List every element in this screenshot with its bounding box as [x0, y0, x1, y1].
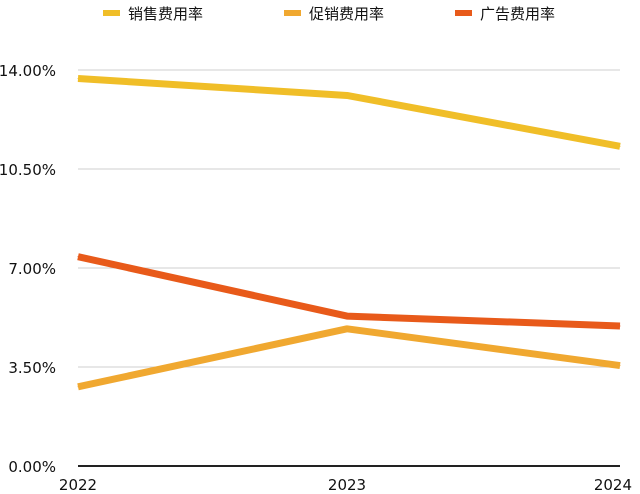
x-tick-label: 2022 [59, 476, 97, 494]
data-point [346, 94, 348, 96]
data-point [77, 386, 79, 388]
y-tick-label: 0.00% [8, 458, 56, 476]
series-line-1 [77, 325, 621, 391]
x-axis-ticks: 2022 2023 2024 [59, 476, 632, 494]
data-point [619, 145, 621, 147]
y-tick-label: 7.00% [8, 260, 56, 278]
series-lines [77, 74, 621, 391]
data-point [619, 365, 621, 367]
legend-label: 促销费用率 [309, 5, 384, 23]
data-point [77, 77, 79, 79]
legend: 销售费用率 促销费用率 广告费用率 [103, 5, 555, 23]
data-point [619, 325, 621, 327]
legend-label: 广告费用率 [480, 5, 555, 23]
x-tick-label: 2023 [328, 476, 366, 494]
y-tick-label: 14.00% [0, 62, 56, 80]
data-point [346, 315, 348, 317]
legend-label: 销售费用率 [128, 5, 203, 23]
y-tick-label: 10.50% [0, 161, 56, 179]
x-tick-label: 2024 [594, 476, 632, 494]
data-point [346, 328, 348, 330]
y-axis-ticks: 0.00% 3.50% 7.00% 10.50% 14.00% [0, 62, 56, 476]
data-point [77, 256, 79, 258]
series-line-2 [77, 253, 621, 330]
series-line-0 [77, 74, 621, 150]
y-tick-label: 3.50% [8, 359, 56, 377]
